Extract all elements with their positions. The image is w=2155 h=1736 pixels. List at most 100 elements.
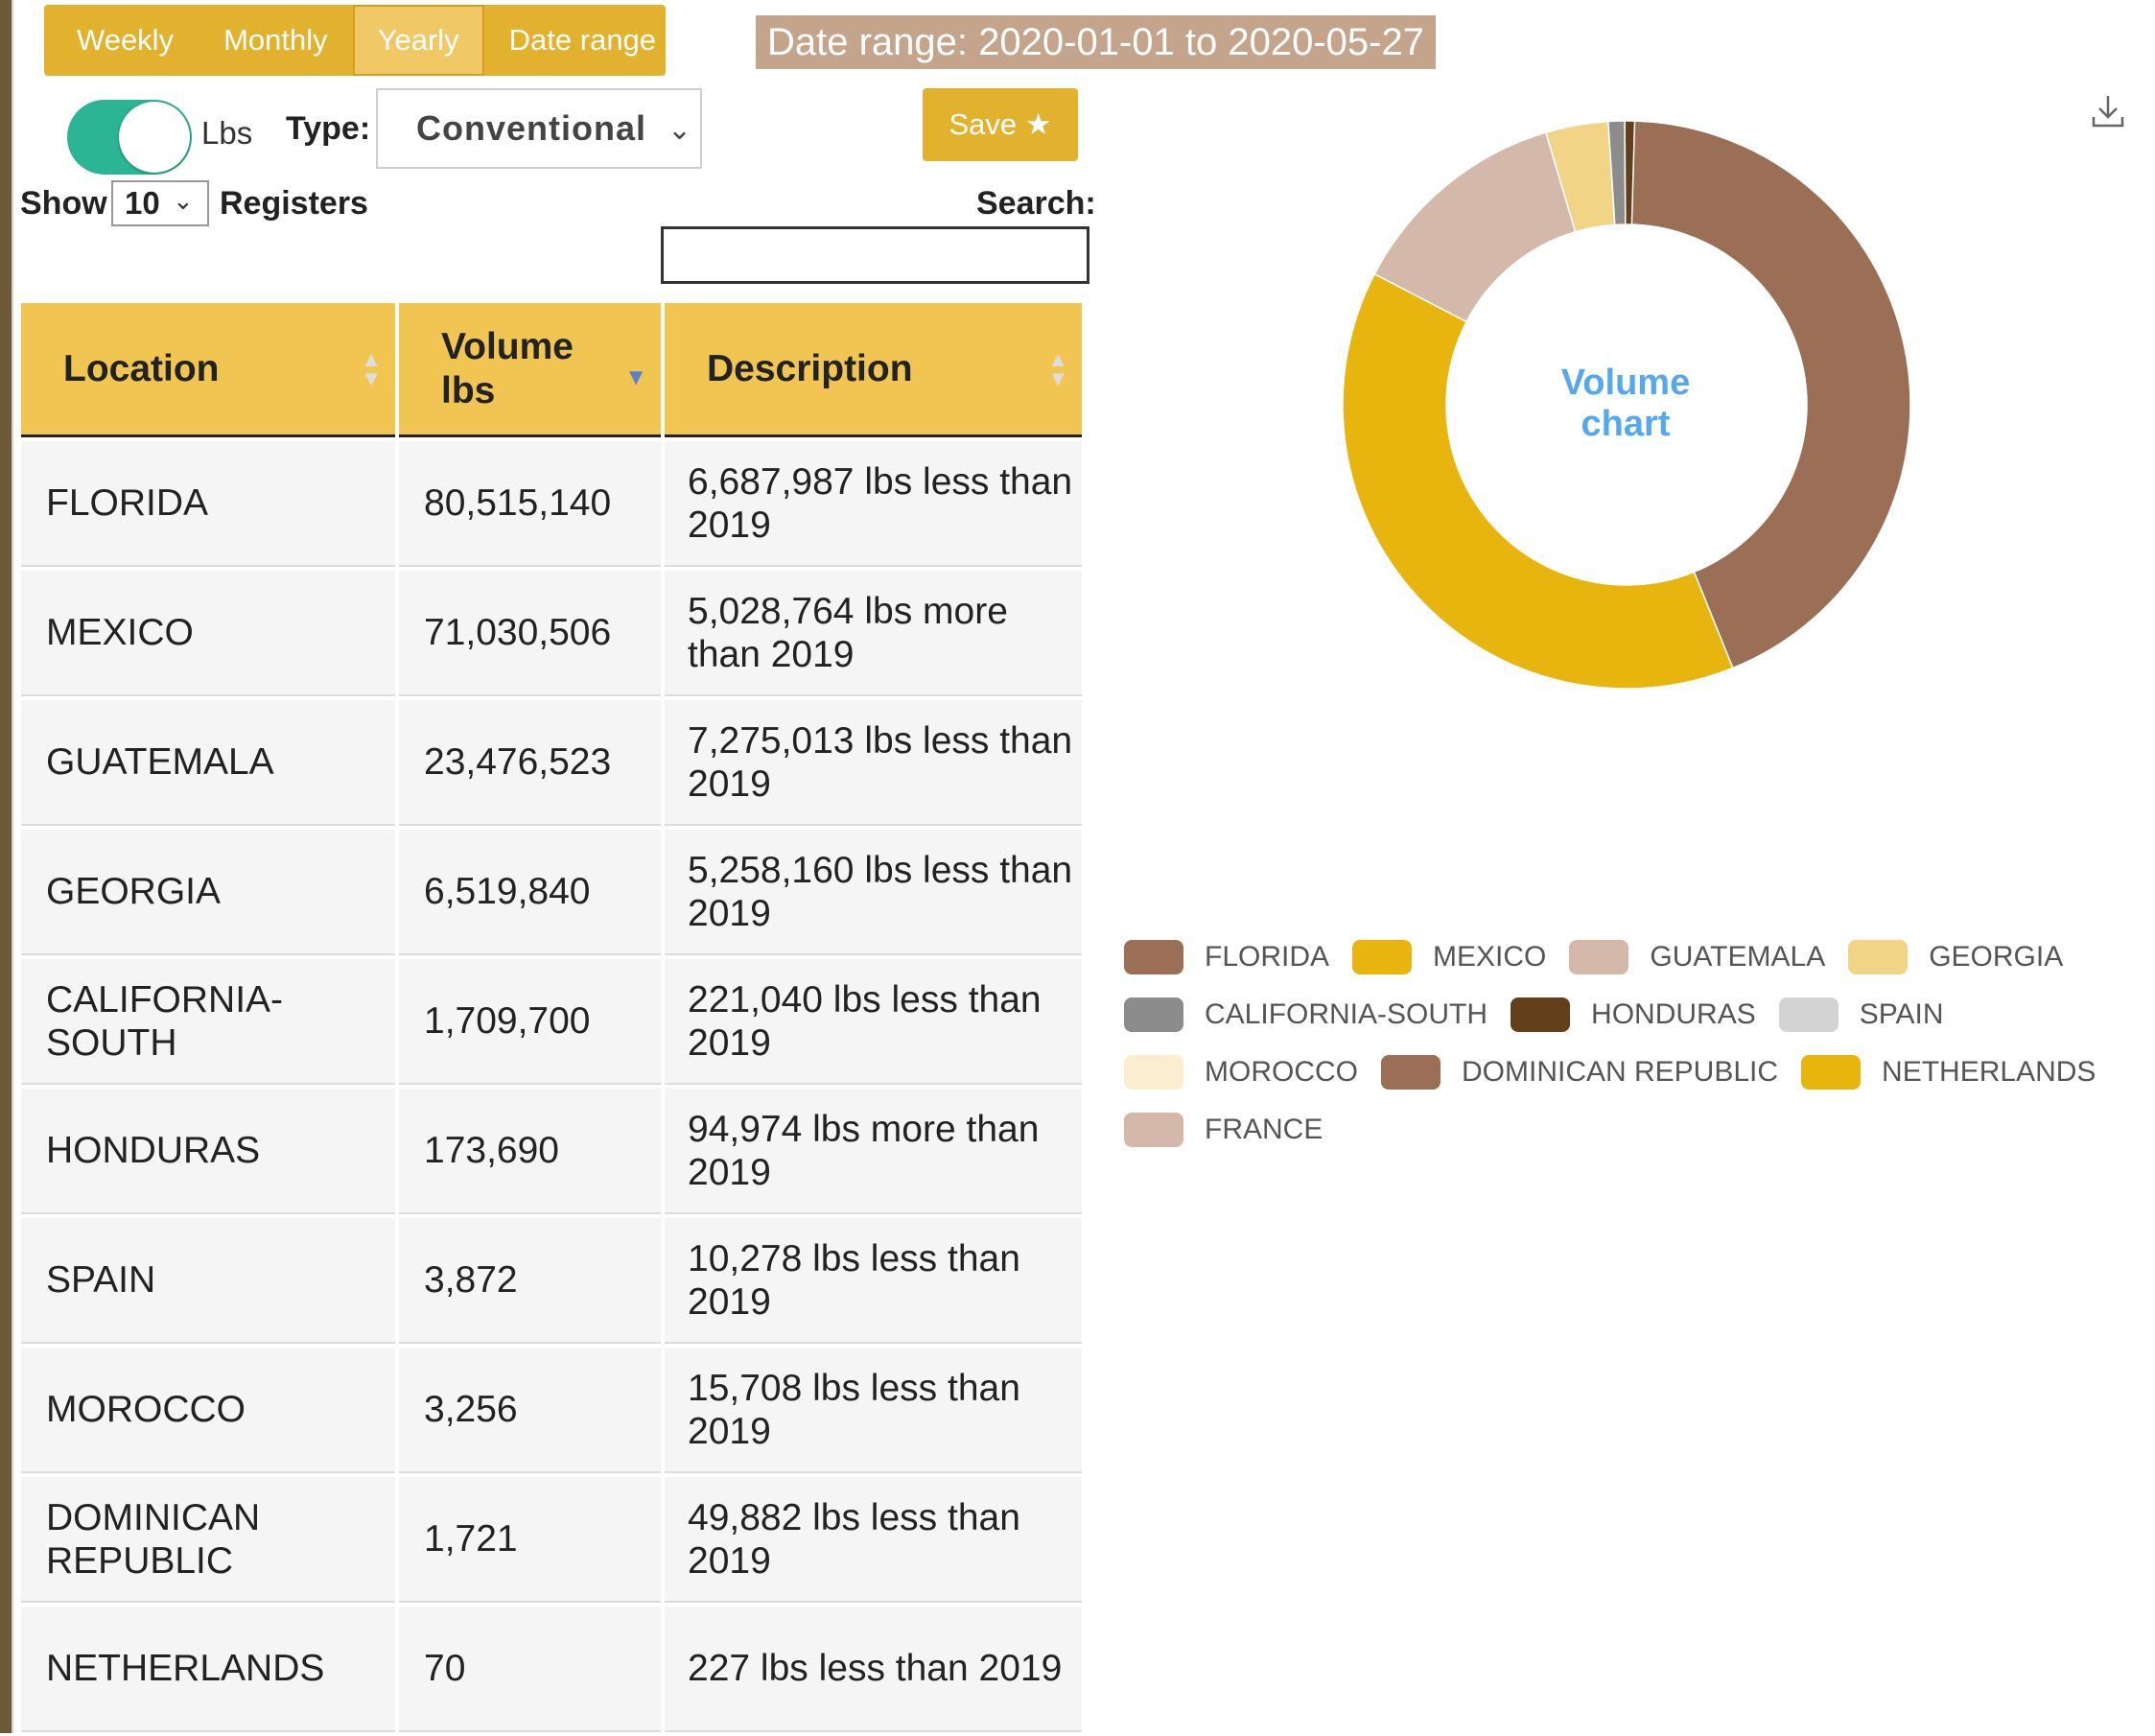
table-row: NETHERLANDS 70 227 lbs less than 2019: [21, 1607, 1082, 1732]
chevron-down-icon: ⌄: [173, 186, 194, 215]
header-description-label: Description: [707, 347, 913, 389]
cell-description: 221,040 lbs less than 2019: [665, 959, 1082, 1085]
cell-location: MEXICO: [21, 571, 395, 696]
legend-label: GUATEMALA: [1650, 941, 1826, 973]
legend-item-france[interactable]: FRANCE: [1124, 1113, 1323, 1147]
legend-item-california-south[interactable]: CALIFORNIA-SOUTH: [1124, 997, 1487, 1032]
download-icon[interactable]: [2089, 92, 2127, 130]
tab-date-range[interactable]: Date range: [508, 23, 657, 57]
legend-item-netherlands[interactable]: NETHERLANDS: [1801, 1055, 2096, 1090]
legend-label: HONDURAS: [1591, 998, 1756, 1030]
legend-row: CALIFORNIA-SOUTH HONDURAS SPAIN: [1124, 986, 2141, 1044]
cell-location: GUATEMALA: [21, 700, 395, 826]
period-tabs: Weekly Monthly Yearly Date range: [44, 5, 666, 76]
legend-item-georgia[interactable]: GEORGIA: [1848, 940, 2063, 974]
cell-description: 7,275,013 lbs less than 2019: [665, 700, 1082, 826]
type-select[interactable]: [376, 88, 702, 169]
volume-table: Location ▲ ▼ Volume lbs ▼ Description ▲ ▼ FLO…: [21, 299, 1089, 1736]
cell-description: 5,258,160 lbs less than 2019: [665, 830, 1082, 955]
header-volume-label: Volume lbs: [441, 325, 574, 411]
legend-swatch: [1778, 997, 1839, 1032]
cell-volume: 70: [399, 1607, 661, 1732]
legend-label: MEXICO: [1433, 941, 1547, 973]
legend-item-honduras[interactable]: HONDURAS: [1511, 997, 1756, 1032]
legend-item-mexico[interactable]: MEXICO: [1352, 940, 1546, 974]
tab-monthly[interactable]: Monthly: [223, 23, 328, 57]
page-size-value: 10: [125, 185, 160, 221]
legend-swatch: [1848, 940, 1909, 974]
search-input[interactable]: [661, 226, 1089, 284]
legend-label: FRANCE: [1205, 1114, 1323, 1145]
legend-row: MOROCCO DOMINICAN REPUBLIC NETHERLANDS: [1124, 1044, 2141, 1101]
legend-item-dominican-republic[interactable]: DOMINICAN REPUBLIC: [1381, 1055, 1778, 1090]
cell-description: 49,882 lbs less than 2019: [665, 1477, 1082, 1603]
legend-item-spain[interactable]: SPAIN: [1778, 997, 1944, 1032]
cell-description: 227 lbs less than 2019: [665, 1607, 1082, 1732]
table-row: CALIFORNIA-SOUTH 1,709,700 221,040 lbs l…: [21, 959, 1082, 1085]
show-label: Show: [20, 185, 107, 222]
donut-slice-florida[interactable]: [1626, 120, 1911, 669]
legend-swatch: [1381, 1055, 1441, 1090]
legend-swatch: [1352, 940, 1413, 974]
legend-swatch: [1124, 1113, 1183, 1147]
legend-row: FLORIDA MEXICO GUATEMALA GEORGIA: [1124, 928, 2141, 986]
type-select-value: Conventional: [416, 108, 647, 148]
tab-weekly[interactable]: Weekly: [77, 23, 175, 57]
cell-location: SPAIN: [21, 1218, 395, 1344]
unit-toggle-knob[interactable]: [119, 102, 190, 173]
legend-swatch: [1124, 1055, 1183, 1090]
legend-item-morocco[interactable]: MOROCCO: [1124, 1055, 1358, 1090]
legend-label: FLORIDA: [1205, 941, 1330, 973]
table-row: SPAIN 3,872 10,278 lbs less than 2019: [21, 1218, 1082, 1344]
sort-desc-icon: ▼: [624, 364, 647, 390]
page-size-select[interactable]: [111, 180, 209, 226]
header-location[interactable]: Location ▲ ▼: [21, 303, 395, 437]
sort-icon: ▲ ▼: [361, 346, 382, 390]
chart-legend: FLORIDA MEXICO GUATEMALA GEORGIA CALIFORNIA-…: [1124, 928, 2141, 1159]
legend-label: MOROCCO: [1205, 1056, 1358, 1088]
legend-swatch: [1124, 997, 1183, 1032]
legend-swatch: [1124, 940, 1183, 974]
chevron-down-icon: ⌄: [668, 114, 692, 146]
legend-label: CALIFORNIA-SOUTH: [1205, 998, 1488, 1030]
donut-slice-honduras[interactable]: [1624, 120, 1636, 225]
cell-description: 6,687,987 lbs less than 2019: [665, 441, 1082, 567]
donut-slice-mexico[interactable]: [1342, 272, 1734, 690]
cell-volume: 71,030,506: [399, 571, 661, 696]
chart-title: Volume chart: [1560, 363, 1691, 444]
type-label: Type:: [286, 110, 371, 147]
page-edge: [0, 0, 12, 1733]
legend-label: SPAIN: [1859, 998, 1944, 1030]
cell-location: MOROCCO: [21, 1348, 395, 1473]
table-header-row: Location ▲ ▼ Volume lbs ▼ Description ▲ ▼: [21, 303, 1082, 437]
table-row: GEORGIA 6,519,840 5,258,160 lbs less tha…: [21, 830, 1082, 955]
legend-swatch: [1801, 1055, 1862, 1090]
search-label: Search:: [976, 185, 1096, 222]
tab-yearly[interactable]: Yearly: [352, 5, 484, 76]
cell-description: 10,278 lbs less than 2019: [665, 1218, 1082, 1344]
legend-swatch: [1569, 940, 1629, 974]
cell-volume: 6,519,840: [399, 830, 661, 955]
cell-location: DOMINICAN REPUBLIC: [21, 1477, 395, 1603]
date-range-label: Date range: 2020-01-01 to 2020-05-27: [756, 15, 1436, 69]
legend-row: FRANCE: [1124, 1101, 2141, 1159]
table-row: MOROCCO 3,256 15,708 lbs less than 2019: [21, 1348, 1082, 1473]
header-description[interactable]: Description ▲ ▼: [665, 303, 1082, 437]
header-location-label: Location: [63, 347, 220, 389]
header-volume[interactable]: Volume lbs ▼: [399, 303, 661, 437]
cell-location: FLORIDA: [21, 441, 395, 567]
cell-location: HONDURAS: [21, 1089, 395, 1214]
legend-label: GEORGIA: [1929, 941, 2064, 973]
unit-label: Lbs: [201, 115, 253, 151]
cell-volume: 173,690: [399, 1089, 661, 1214]
table-row: FLORIDA 80,515,140 6,687,987 lbs less th…: [21, 441, 1082, 567]
cell-location: NETHERLANDS: [21, 1607, 395, 1732]
cell-location: GEORGIA: [21, 830, 395, 955]
page-edge-line: [12, 0, 13, 1733]
cell-description: 94,974 lbs more than 2019: [665, 1089, 1082, 1214]
legend-item-florida[interactable]: FLORIDA: [1124, 940, 1329, 974]
table-row: DOMINICAN REPUBLIC 1,721 49,882 lbs less…: [21, 1477, 1082, 1603]
legend-item-guatemala[interactable]: GUATEMALA: [1569, 940, 1825, 974]
save-button[interactable]: Save ★: [923, 88, 1078, 161]
cell-description: 15,708 lbs less than 2019: [665, 1348, 1082, 1473]
